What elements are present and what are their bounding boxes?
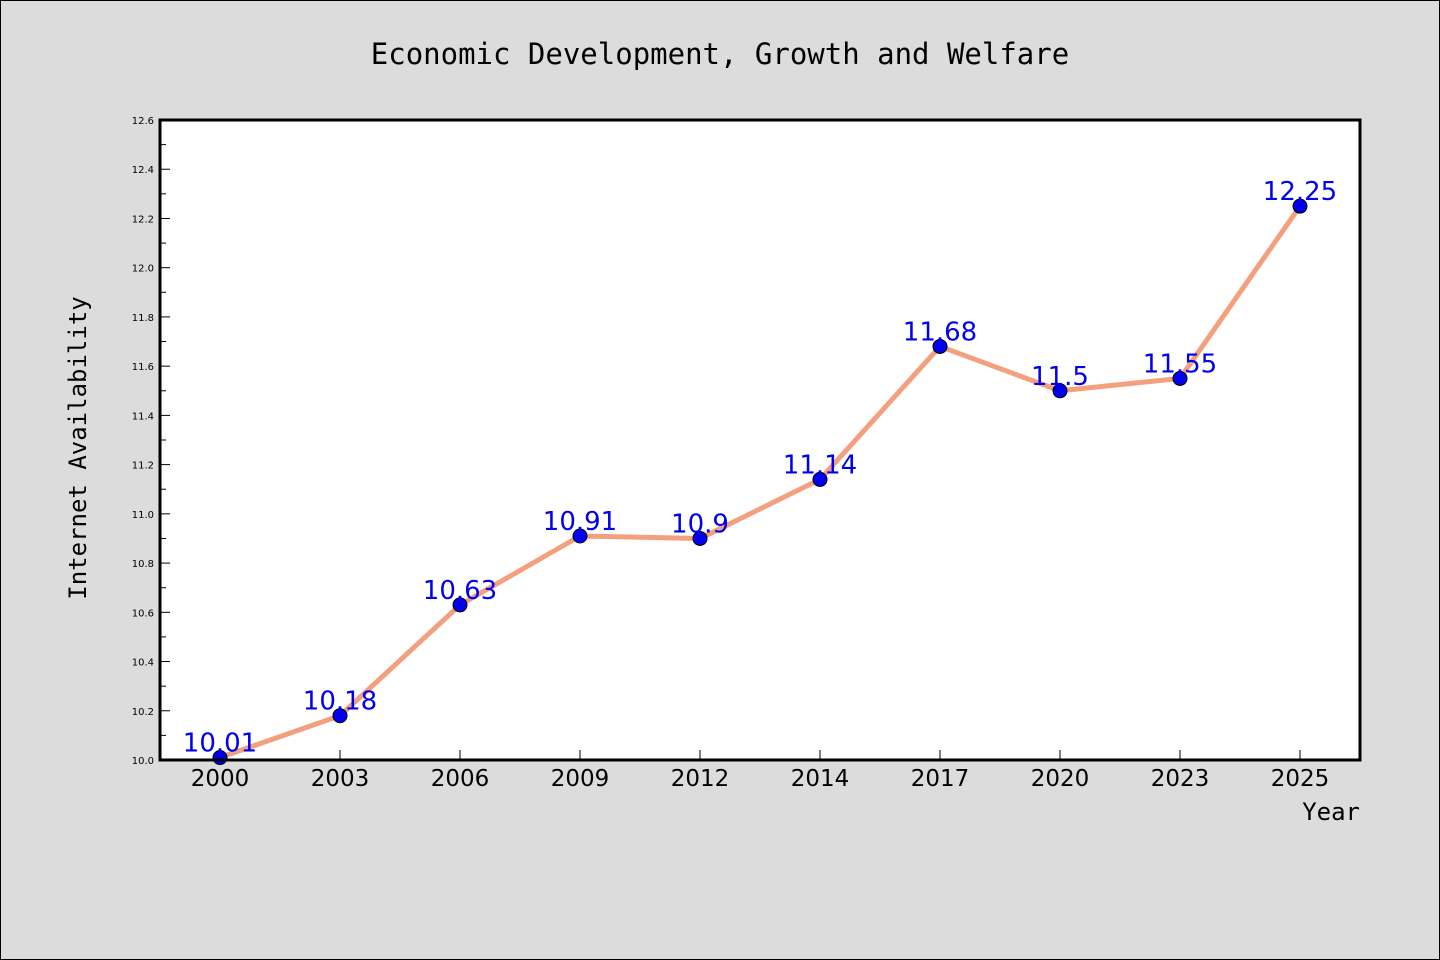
series-line (217, 203, 1303, 761)
data-point (332, 708, 348, 724)
data-point (1172, 370, 1188, 386)
y-axis-label: Internet Availability (64, 296, 92, 599)
x-tick-label: 2020 (1031, 766, 1090, 792)
data-point (812, 471, 828, 487)
data-point (572, 528, 588, 544)
x-tick-label: 2014 (791, 766, 850, 792)
x-tick-label: 2012 (671, 766, 730, 792)
data-label: 10.9 (671, 509, 729, 539)
plot-border (158, 118, 1362, 762)
x-tick-label: 2025 (1271, 766, 1330, 792)
y-tick-label: 11.2 (132, 461, 154, 472)
y-tick-label: 12.0 (132, 264, 154, 275)
x-tick-label: 2023 (1151, 766, 1210, 792)
y-tick-label: 11.0 (132, 510, 154, 521)
data-label: 10.63 (423, 576, 497, 606)
y-tick-label: 12.4 (132, 165, 154, 176)
y-tick-label: 10.0 (132, 756, 154, 767)
x-axis-label: Year (1302, 798, 1360, 826)
data-label: 10.01 (183, 729, 257, 759)
y-tick-label: 10.8 (132, 559, 154, 570)
data-label: 10.18 (303, 687, 377, 717)
y-tick-label: 11.4 (132, 411, 154, 422)
y-tick-label: 12.2 (132, 214, 154, 225)
data-point (1292, 198, 1308, 214)
plot-area (160, 120, 1360, 760)
x-tick-label: 2017 (911, 766, 970, 792)
data-point (932, 338, 948, 354)
x-tick-label: 2000 (191, 766, 250, 792)
y-tick-label: 10.2 (132, 707, 154, 718)
data-point (452, 597, 468, 613)
data-labels-layer: 10.01 10.18 10.63 10.91 10.9 11.14 11.68 11.5 11… (183, 177, 1337, 758)
y-tick-label: 10.4 (132, 658, 154, 669)
x-tick-label: 2006 (431, 766, 490, 792)
x-tick-label: 2003 (311, 766, 370, 792)
data-point (692, 530, 708, 546)
data-label: 11.68 (903, 317, 977, 347)
x-tick-label: 2009 (551, 766, 610, 792)
y-tick-label: 12.6 (132, 116, 154, 127)
data-point (1052, 383, 1068, 399)
series-layer (212, 198, 1308, 766)
x-axis-ticks: 2000 2003 2006 2009 2012 2014 2017 2020 2023 2025 (191, 750, 1330, 792)
data-label: 11.14 (783, 450, 857, 480)
data-label: 11.55 (1143, 349, 1217, 379)
y-axis-ticks: 10.0 10.2 10.4 10.6 10.8 11.0 11.2 11.4 11.6 11.8… (132, 116, 170, 767)
chart-title: Economic Development, Growth and Welfare (371, 37, 1069, 71)
data-label: 11.5 (1031, 362, 1089, 392)
data-label: 10.91 (543, 507, 617, 537)
y-tick-label: 11.8 (132, 313, 154, 324)
y-tick-label: 10.6 (132, 608, 154, 619)
data-label: 12.25 (1263, 177, 1337, 207)
y-tick-label: 11.6 (132, 362, 154, 373)
